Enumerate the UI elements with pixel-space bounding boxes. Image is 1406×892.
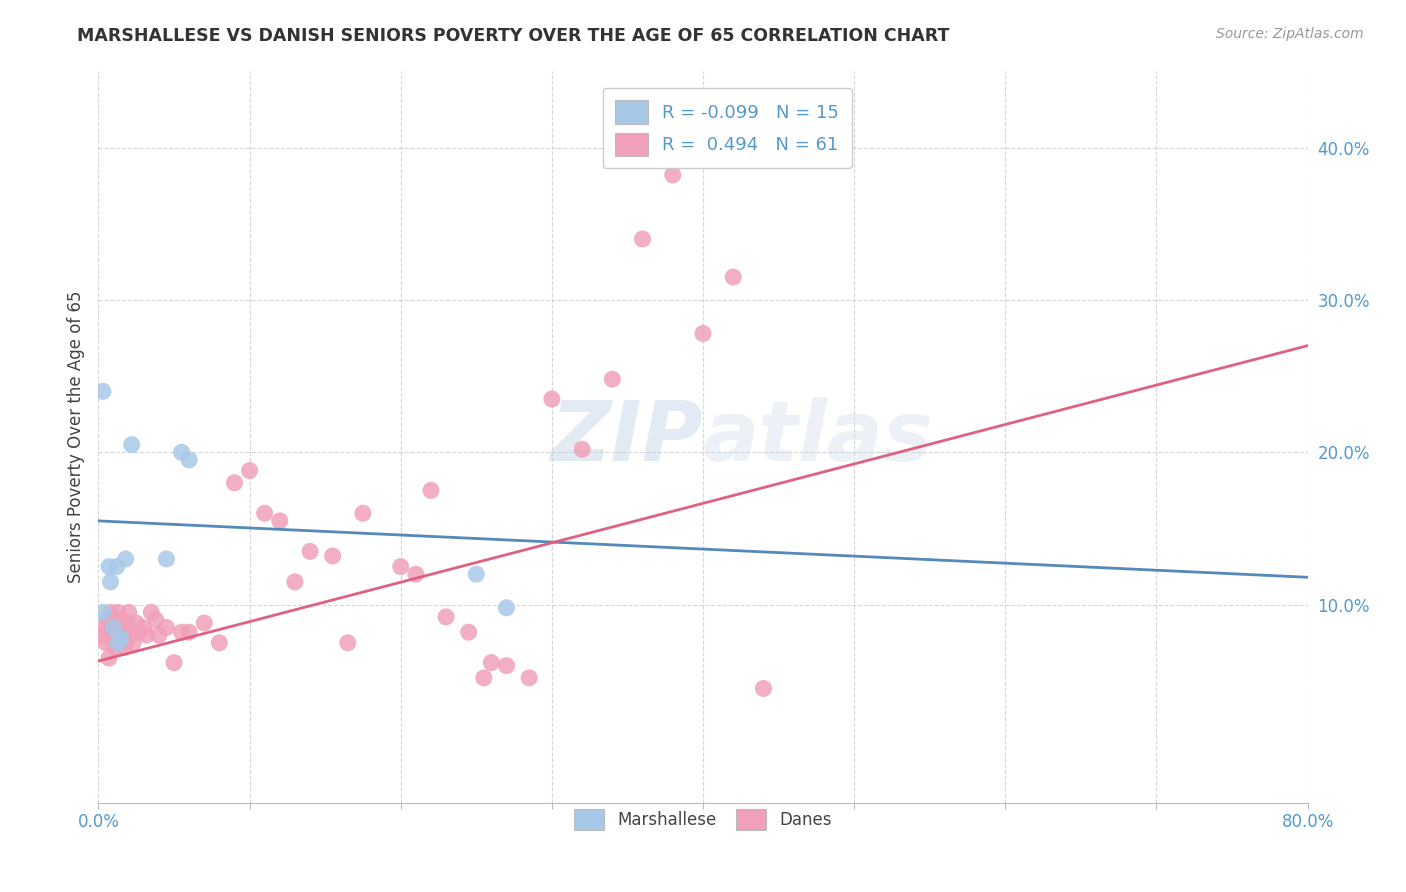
Point <box>104 640 127 655</box>
Point <box>170 625 193 640</box>
Point <box>105 636 128 650</box>
Point <box>100 605 122 619</box>
Point <box>723 270 745 285</box>
Point <box>120 628 142 642</box>
Point <box>103 613 125 627</box>
Point <box>132 621 155 635</box>
Point <box>112 640 135 655</box>
Point <box>163 656 186 670</box>
Point <box>107 636 129 650</box>
Point <box>752 681 775 696</box>
Point <box>93 621 115 635</box>
Point <box>103 621 125 635</box>
Point <box>224 475 246 490</box>
Point <box>495 658 517 673</box>
Point <box>96 613 118 627</box>
Point <box>389 559 412 574</box>
Point <box>91 384 114 399</box>
Point <box>540 392 562 406</box>
Point <box>121 625 143 640</box>
Point <box>517 671 540 685</box>
Point <box>434 610 457 624</box>
Point <box>148 628 170 642</box>
Point <box>135 628 157 642</box>
Point <box>145 613 167 627</box>
Point <box>122 636 145 650</box>
Point <box>111 613 134 627</box>
Point <box>98 559 121 574</box>
Point <box>571 442 593 457</box>
Point <box>105 559 128 574</box>
Point <box>118 605 141 619</box>
Point <box>239 464 262 478</box>
Point <box>253 506 276 520</box>
Point <box>91 605 114 619</box>
Point <box>128 625 150 640</box>
Point <box>155 621 177 635</box>
Text: ZIP: ZIP <box>550 397 703 477</box>
Point <box>170 445 193 459</box>
Legend: Marshallese, Danes: Marshallese, Danes <box>562 797 844 842</box>
Point <box>495 600 517 615</box>
Point <box>121 438 143 452</box>
Point <box>94 636 117 650</box>
Point <box>110 621 132 635</box>
Point <box>269 514 291 528</box>
Point <box>420 483 443 498</box>
Point <box>179 625 201 640</box>
Point <box>472 671 495 685</box>
Point <box>299 544 322 558</box>
Point <box>114 636 136 650</box>
Point <box>103 621 125 635</box>
Point <box>336 636 359 650</box>
Text: Source: ZipAtlas.com: Source: ZipAtlas.com <box>1216 27 1364 41</box>
Point <box>110 632 132 646</box>
Point <box>692 326 714 341</box>
Y-axis label: Seniors Poverty Over the Age of 65: Seniors Poverty Over the Age of 65 <box>66 291 84 583</box>
Point <box>98 651 121 665</box>
Point <box>465 567 488 582</box>
Point <box>481 656 503 670</box>
Point <box>115 615 138 630</box>
Point <box>155 552 177 566</box>
Point <box>322 549 344 563</box>
Point <box>107 605 129 619</box>
Point <box>661 168 683 182</box>
Point <box>193 615 215 630</box>
Point <box>405 567 427 582</box>
Point <box>457 625 479 640</box>
Point <box>631 232 654 246</box>
Point <box>108 628 131 642</box>
Point <box>114 552 136 566</box>
Point <box>179 453 201 467</box>
Point <box>284 574 307 589</box>
Point <box>125 615 148 630</box>
Text: MARSHALLESE VS DANISH SENIORS POVERTY OVER THE AGE OF 65 CORRELATION CHART: MARSHALLESE VS DANISH SENIORS POVERTY OV… <box>77 27 949 45</box>
Point <box>602 372 624 386</box>
Point <box>91 628 114 642</box>
Point <box>141 605 163 619</box>
Point <box>352 506 374 520</box>
Point <box>101 628 124 642</box>
Point <box>208 636 231 650</box>
Text: atlas: atlas <box>703 397 934 477</box>
Point <box>100 574 122 589</box>
